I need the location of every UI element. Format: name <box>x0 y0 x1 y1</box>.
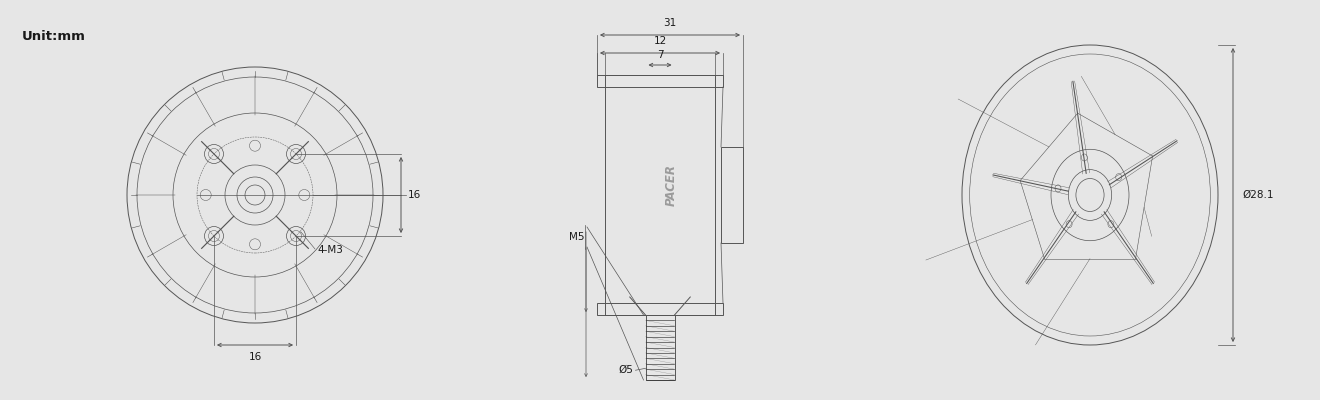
Text: PACER: PACER <box>664 164 677 206</box>
Bar <box>721 147 743 243</box>
Text: 16: 16 <box>248 352 261 362</box>
Text: 7: 7 <box>656 50 664 60</box>
Bar <box>645 315 675 380</box>
Text: 16: 16 <box>408 190 421 200</box>
Text: 12: 12 <box>653 36 667 46</box>
Text: Unit:mm: Unit:mm <box>22 30 86 43</box>
Bar <box>605 75 715 315</box>
Bar <box>597 303 723 315</box>
Bar <box>597 75 723 87</box>
Text: 4-M3: 4-M3 <box>317 245 343 255</box>
Text: Ø28.1: Ø28.1 <box>1242 190 1274 200</box>
Text: Ø5: Ø5 <box>619 365 634 375</box>
Text: 31: 31 <box>664 18 677 28</box>
Text: M5: M5 <box>569 232 585 242</box>
